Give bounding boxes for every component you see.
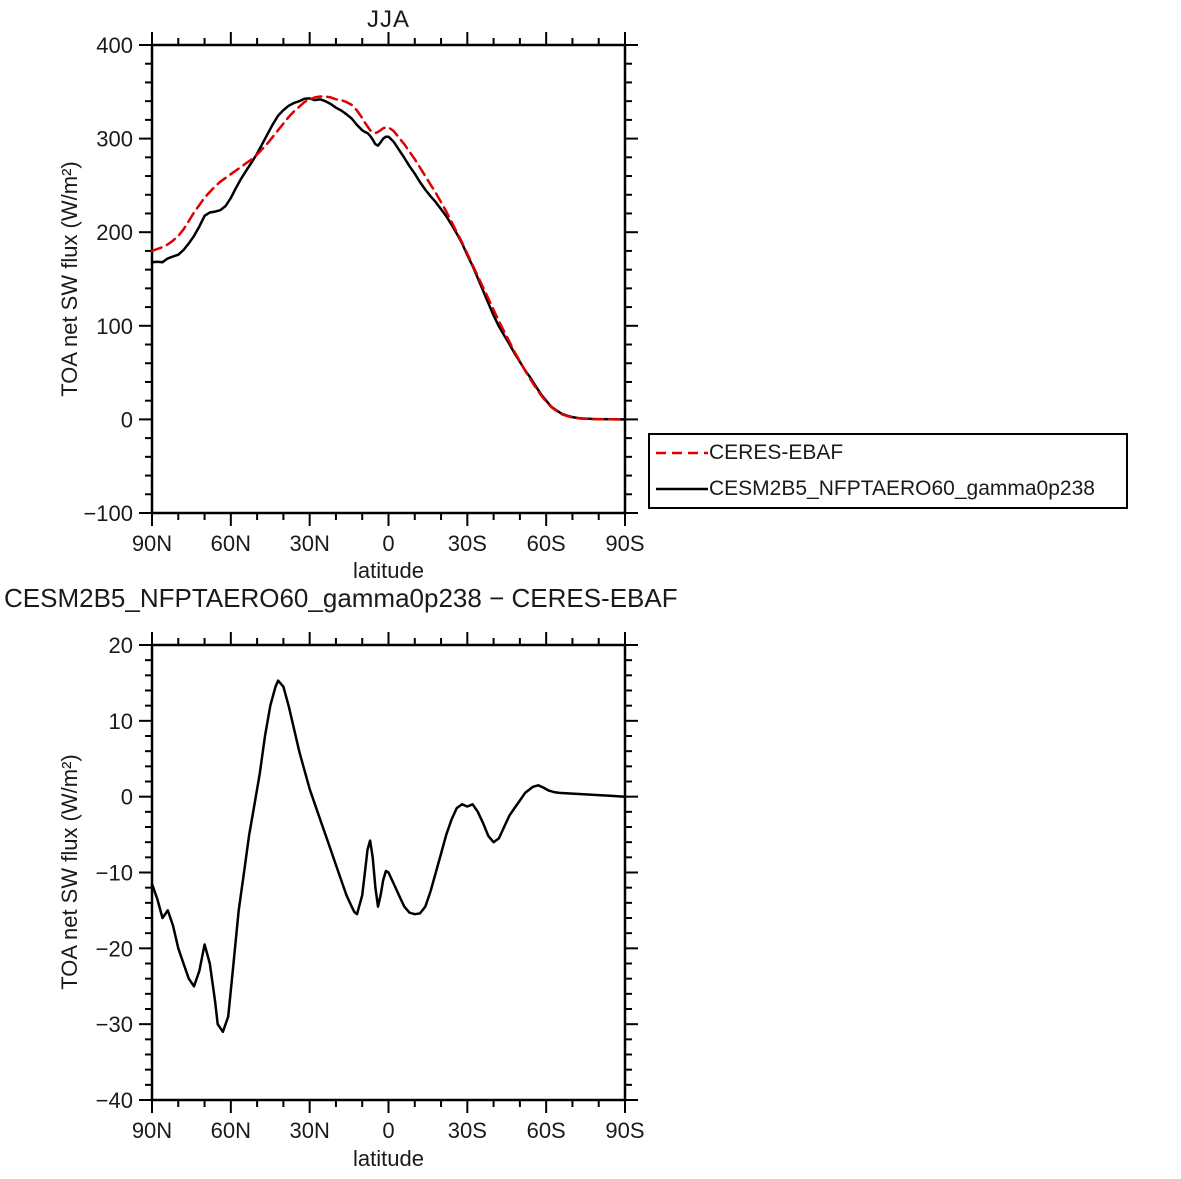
top-chart-y-axis-label: TOA net SW flux (W/m²) [57,161,82,397]
y-tick-label: 0 [121,407,133,432]
x-tick-label: 30S [448,531,487,556]
x-tick-label: 30N [289,1118,329,1143]
x-tick-label: 0 [382,531,394,556]
x-tick-label: 60N [211,1118,251,1143]
y-tick-label: −20 [96,936,133,961]
x-tick-label: 30N [289,531,329,556]
y-tick-label: −40 [96,1088,133,1113]
top-chart-x-axis-label: latitude [353,558,424,583]
x-tick-label: 30S [448,1118,487,1143]
legend-label-model: CESM2B5_NFPTAERO60_gamma0p238 [709,477,1095,500]
legend-entry: CERES-EBAF [650,435,1126,471]
y-tick-label: 10 [109,709,133,734]
ceres-ebaf-dashed-line-icon [656,451,708,455]
legend-label-ceres-ebaf: CERES-EBAF [709,441,844,464]
difference-chart: 90N 60N 30N 0 30S 60S 90S −40 −30 −20 −10 0 10 20 [96,632,645,1143]
series-line-cesm2b5-nfptaero60-gamma0p238 [150,97,627,421]
x-tick-label: 60N [211,531,251,556]
toa-net-sw-flux-chart: 90N 60N 30N 0 30S 60S 90S −100 0 100 200 300 400 [83,32,645,556]
y-tick-label: −30 [96,1012,133,1037]
y-tick-label: 300 [96,127,133,152]
y-tick-label: 100 [96,314,133,339]
x-tick-label: 60S [527,531,566,556]
top-chart-title: JJA [366,6,410,33]
y-tick-label: 0 [121,785,133,810]
legend-entry: CESM2B5_NFPTAERO60_gamma0p238 [650,471,1126,507]
legend: CERES-EBAF CESM2B5_NFPTAERO60_gamma0p238 [648,433,1128,509]
plot-frame [150,43,627,515]
x-tick-label: 90N [132,1118,172,1143]
y-tick-label: −10 [96,861,133,886]
difference-chart-title: CESM2B5_NFPTAERO60_gamma0p238 − CERES-EB… [4,583,678,613]
x-tick-label: 60S [527,1118,566,1143]
y-tick-label: 400 [96,33,133,58]
y-tick-label: 200 [96,220,133,245]
series-line-ceres-ebaf [150,95,627,421]
x-tick-label: 90N [132,531,172,556]
x-tick-label: 90S [605,531,644,556]
series-line-cesm2b5-nfptaero60-gamma0p238-minus-ceres-ebaf [150,679,627,1034]
y-tick-label: −100 [83,501,133,526]
x-tick-label: 90S [605,1118,644,1143]
diff-chart-y-axis-label: TOA net SW flux (W/m²) [57,754,82,990]
x-tick-label: 0 [382,1118,394,1143]
model-solid-line-icon [656,487,708,491]
y-tick-label: 20 [109,633,133,658]
diff-chart-x-axis-label: latitude [353,1146,424,1171]
